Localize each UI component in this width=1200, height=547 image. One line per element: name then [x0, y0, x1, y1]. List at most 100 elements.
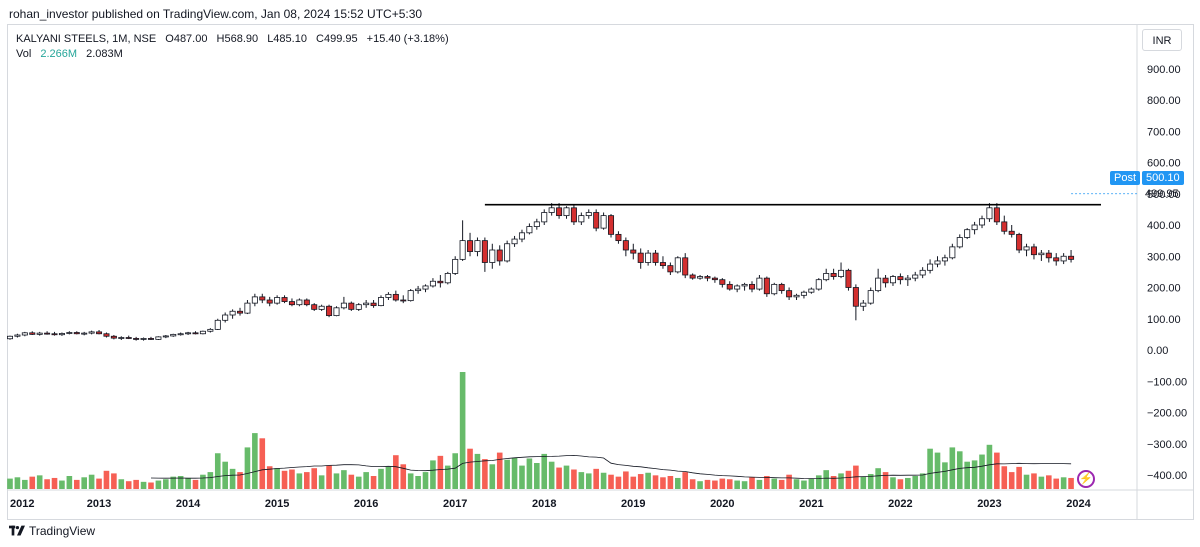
candle-body: [570, 207, 577, 223]
chart-legend: KALYANI STEELS, 1M, NSE O487.00 H568.90 …: [16, 32, 449, 62]
x-tick-label: 2014: [176, 498, 201, 510]
y-tick-label: −200.00: [1147, 408, 1187, 420]
candle-body: [1008, 230, 1015, 235]
volume-bar: [415, 476, 421, 489]
y-tick-label: 700.00: [1147, 126, 1181, 138]
candle-body: [726, 283, 733, 290]
volume-bar: [593, 468, 599, 489]
volume-bar: [1046, 475, 1052, 489]
candle-body: [29, 332, 36, 335]
volume-bar: [511, 457, 518, 489]
volume-bar: [459, 372, 466, 489]
candle-body: [986, 207, 993, 220]
candle-body: [979, 218, 986, 226]
candle-body: [615, 233, 622, 242]
candle-body: [734, 285, 741, 290]
volume-bar: [200, 474, 206, 489]
volume-bar: [1060, 477, 1067, 489]
volume-bar: [452, 453, 458, 489]
volume-bar: [355, 476, 362, 489]
volume-bar: [571, 469, 577, 489]
volume-bar: [853, 465, 859, 489]
currency-button[interactable]: INR: [1142, 29, 1182, 51]
candle-body: [437, 280, 444, 284]
candle-body: [600, 215, 607, 229]
candle-body: [311, 304, 318, 310]
high-value: H568.90: [216, 33, 259, 45]
candle-body: [318, 305, 325, 310]
candle-body: [971, 224, 978, 231]
candle-body: [786, 290, 793, 298]
x-tick-label: 2015: [265, 498, 289, 510]
candle-body: [808, 288, 815, 293]
candle-body: [889, 276, 896, 284]
tradingview-logo-icon: [9, 525, 25, 536]
volume-bar: [51, 477, 58, 489]
candle-body: [622, 240, 629, 251]
volume-ma-value: 2.083M: [86, 48, 123, 60]
volume-bar: [185, 477, 191, 489]
volume-bar: [534, 463, 540, 489]
volume-bar: [749, 477, 755, 489]
volume-bar: [36, 475, 43, 489]
candle-body: [385, 293, 392, 298]
candle-body: [993, 207, 1000, 223]
volume-bar: [7, 478, 13, 489]
candle-body: [518, 232, 525, 240]
volume-bar: [563, 465, 570, 489]
volume-bar: [237, 472, 243, 489]
lightning-bolt-icon[interactable]: ⚡: [1077, 470, 1095, 488]
symbol-name[interactable]: KALYANI STEELS, 1M, NSE: [16, 33, 157, 45]
volume-bar: [778, 479, 785, 489]
volume-bar: [44, 479, 50, 489]
candle-body: [659, 262, 666, 267]
candle-body: [548, 207, 555, 213]
candle-body: [667, 265, 674, 273]
candle-body: [429, 280, 436, 287]
volume-bar: [482, 459, 488, 489]
volume-bar: [467, 448, 473, 489]
candle-body: [682, 257, 689, 276]
candle-body: [244, 302, 251, 314]
volume-bar: [660, 477, 666, 489]
candle-body: [66, 332, 73, 334]
x-tick-label: 2018: [532, 498, 556, 510]
candle-body: [400, 299, 407, 302]
candle-body: [51, 333, 58, 336]
candle-body: [578, 215, 585, 223]
x-tick-label: 2013: [87, 498, 111, 510]
candle-body: [689, 274, 696, 279]
volume-ma-line: [150, 454, 1072, 480]
volume-bar: [756, 479, 763, 489]
candle-body: [229, 310, 236, 316]
volume-bar: [786, 474, 792, 489]
volume-bar: [1001, 466, 1008, 489]
y-tick-label: 300.00: [1147, 251, 1181, 263]
volume-bar: [927, 448, 933, 489]
volume-bar: [697, 481, 703, 489]
y-tick-label: 900.00: [1147, 64, 1181, 76]
volume-label: Vol: [16, 48, 32, 60]
volume-bar: [489, 464, 496, 489]
volume-bar: [59, 480, 65, 489]
candle-body: [927, 263, 934, 271]
candle-body: [133, 338, 140, 340]
candle-body: [237, 310, 244, 314]
candle-body: [860, 302, 867, 307]
y-tick-label: −100.00: [1147, 376, 1187, 388]
y-tick-label: 0.00: [1147, 345, 1168, 357]
candle-body: [489, 249, 496, 263]
x-tick-label: 2012: [10, 498, 34, 510]
volume-bar: [630, 476, 637, 489]
volume-bar: [934, 452, 941, 489]
change-value: +15.40 (+3.18%): [366, 33, 449, 45]
volume-bar: [103, 470, 110, 489]
volume-bar: [304, 472, 310, 489]
volume-bar: [192, 479, 199, 489]
volume-bar: [1023, 474, 1030, 489]
x-tick-label: 2021: [799, 498, 823, 510]
candle-body: [934, 260, 941, 265]
volume-bar: [838, 473, 844, 489]
volume-bar: [637, 474, 644, 489]
